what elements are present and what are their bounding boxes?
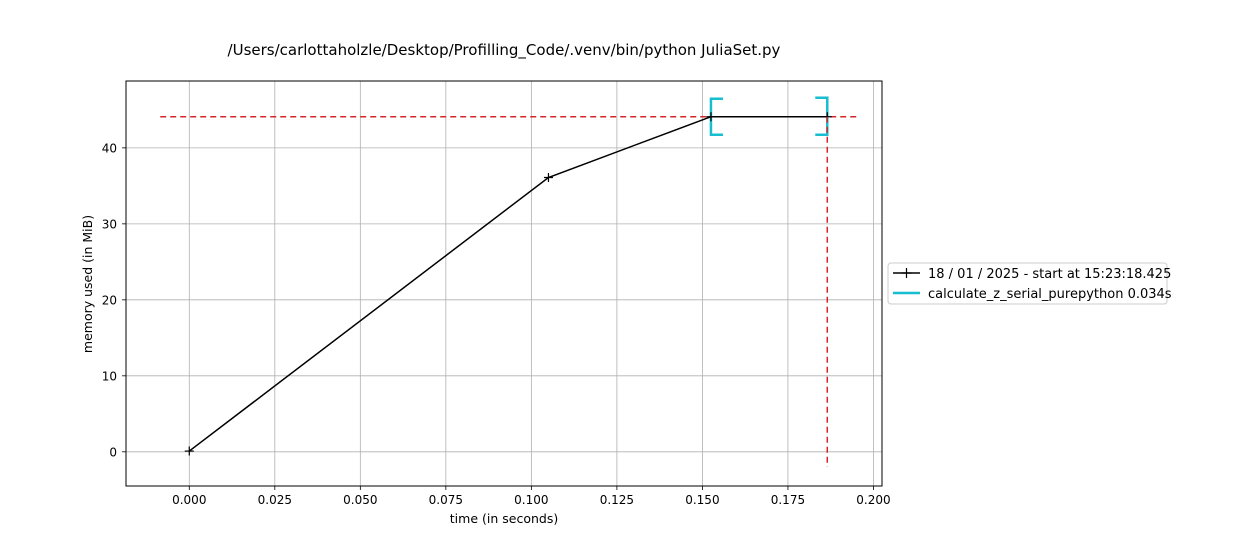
legend-marker-memory: [901, 268, 912, 278]
plot-frame: [125, 80, 883, 487]
y-tick-label: 20: [102, 293, 117, 307]
y-tick-label: 40: [102, 141, 117, 155]
x-tick-label: 0.100: [514, 493, 548, 507]
y-tick-label: 0: [109, 445, 117, 459]
memory-point-marker: [706, 112, 716, 122]
x-tick-label: 0.200: [856, 493, 890, 507]
legend-box: [887, 262, 1168, 305]
legend-label-memory: 18 / 01 / 2025 - start at 15:23:18.425: [928, 267, 1171, 282]
y-axis-label: memory used (in MiB): [80, 215, 95, 353]
x-tick-label: 0.000: [172, 493, 206, 507]
ticks: 0.000 0.025 0.050 0.075 0.100 0.125 0.150 0.175…: [102, 141, 891, 507]
x-tick-label: 0.125: [600, 493, 634, 507]
legend-label-function: calculate_z_serial_purepython 0.034s: [928, 287, 1172, 302]
series: [184, 96, 832, 468]
chart-title: /Users/carlottaholzle/Desktop/Profilling…: [228, 41, 781, 60]
x-tick-label: 0.025: [258, 493, 292, 507]
y-tick-label: 10: [102, 369, 117, 383]
x-tick-label: 0.175: [771, 493, 805, 507]
x-tick-label: 0.050: [343, 493, 377, 507]
legend: 18 / 01 / 2025 - start at 15:23:18.425 c…: [887, 262, 1172, 305]
grid: [126, 81, 882, 486]
memory-point-marker: [184, 446, 194, 456]
x-tick-label: 0.075: [429, 493, 463, 507]
x-tick-label: 0.150: [685, 493, 719, 507]
y-tick-label: 30: [102, 217, 117, 231]
x-axis-label: time (in seconds): [450, 511, 558, 526]
memory-point-marker: [543, 173, 553, 183]
memory-series-line: [188, 115, 828, 452]
